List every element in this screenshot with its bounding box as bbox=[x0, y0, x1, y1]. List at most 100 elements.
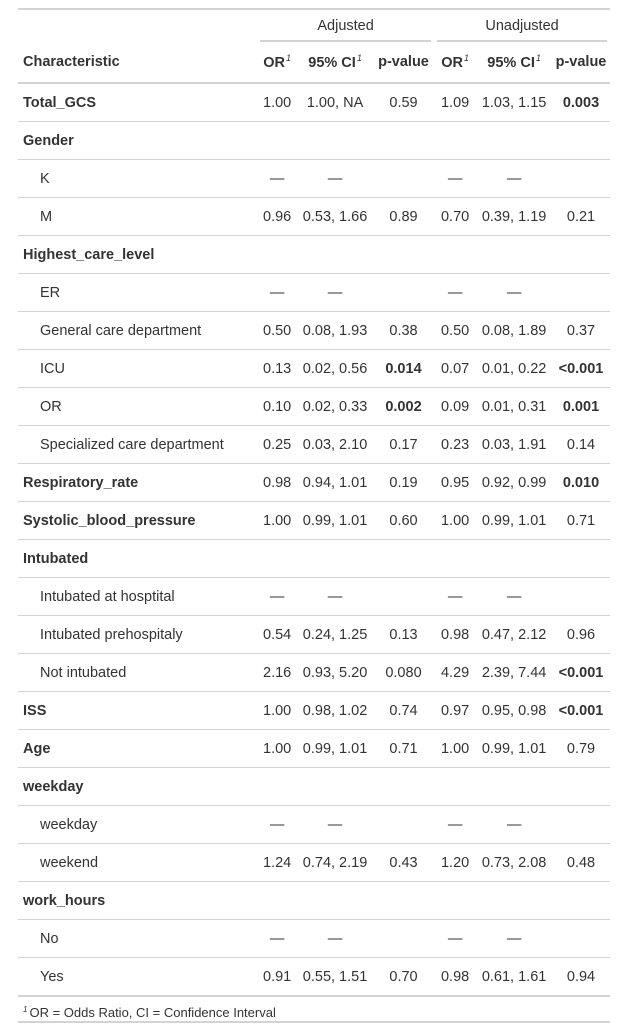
cell-or-adjusted bbox=[257, 539, 298, 578]
cell-p-adjusted: 0.19 bbox=[372, 463, 435, 502]
cell-ci-adjusted: 0.02, 0.33 bbox=[297, 387, 373, 426]
cell-or-unadjusted bbox=[434, 881, 477, 920]
cell-p-adjusted bbox=[372, 235, 435, 274]
cell-p-adjusted: 0.60 bbox=[372, 501, 435, 540]
cell-p-unadjusted: 0.010 bbox=[552, 463, 610, 502]
cell-or-adjusted bbox=[257, 235, 298, 274]
cell-ci-adjusted: 0.99, 1.01 bbox=[297, 501, 373, 540]
header-or-adjusted: OR1 bbox=[257, 42, 298, 84]
level-label: Intubated prehospitaly bbox=[18, 615, 258, 654]
spanner-empty bbox=[18, 10, 257, 42]
header-p-unadjusted: p-value bbox=[552, 42, 610, 84]
level-label: Not intubated bbox=[18, 653, 258, 692]
cell-or-adjusted: — bbox=[257, 805, 298, 844]
cell-or-unadjusted: 0.97 bbox=[434, 691, 477, 730]
cell-p-adjusted: 0.43 bbox=[372, 843, 435, 882]
cell-ci-adjusted bbox=[297, 881, 373, 920]
cell-or-unadjusted: 1.09 bbox=[434, 83, 477, 122]
cell-ci-adjusted: 0.53, 1.66 bbox=[297, 197, 373, 236]
cell-ci-unadjusted: — bbox=[476, 919, 552, 958]
spanner-unadjusted: Unadjusted bbox=[434, 10, 610, 42]
table-body: Total_GCS 1.00 1.00, NA 0.59 1.09 1.03, 1.15 0… bbox=[18, 83, 610, 997]
cell-p-unadjusted: 0.21 bbox=[552, 197, 610, 236]
cell-p-adjusted bbox=[372, 577, 435, 616]
cell-ci-unadjusted: 0.39, 1.19 bbox=[476, 197, 552, 236]
cell-p-adjusted bbox=[372, 881, 435, 920]
cell-ci-adjusted: — bbox=[297, 159, 373, 198]
table-row: work_hours bbox=[18, 881, 610, 920]
cell-p-unadjusted: 0.001 bbox=[552, 387, 610, 426]
cell-p-unadjusted bbox=[552, 121, 610, 160]
cell-ci-adjusted: 1.00, NA bbox=[297, 83, 373, 122]
cell-or-adjusted: 0.25 bbox=[257, 425, 298, 464]
cell-p-unadjusted: 0.48 bbox=[552, 843, 610, 882]
table-row: Highest_care_level bbox=[18, 235, 610, 274]
table-footnote: 1 OR = Odds Ratio, CI = Confidence Interv… bbox=[18, 997, 610, 1023]
table-row: Intubated bbox=[18, 539, 610, 578]
variable-label: Gender bbox=[18, 121, 258, 160]
cell-ci-unadjusted: — bbox=[476, 159, 552, 198]
cell-p-adjusted: 0.13 bbox=[372, 615, 435, 654]
cell-p-adjusted bbox=[372, 767, 435, 806]
cell-or-unadjusted: 0.98 bbox=[434, 615, 477, 654]
cell-or-adjusted: — bbox=[257, 273, 298, 312]
cell-or-unadjusted: — bbox=[434, 805, 477, 844]
cell-ci-unadjusted: 0.95, 0.98 bbox=[476, 691, 552, 730]
cell-ci-unadjusted: 0.01, 0.31 bbox=[476, 387, 552, 426]
column-header-row: Characteristic OR1 95% CI1 p-value OR1 9… bbox=[18, 42, 610, 84]
cell-or-unadjusted: 0.50 bbox=[434, 311, 477, 350]
cell-or-unadjusted: 0.70 bbox=[434, 197, 477, 236]
cell-ci-adjusted: 0.03, 2.10 bbox=[297, 425, 373, 464]
cell-or-adjusted: 2.16 bbox=[257, 653, 298, 692]
cell-p-unadjusted: 0.14 bbox=[552, 425, 610, 464]
cell-p-unadjusted bbox=[552, 919, 610, 958]
table-row: ISS 1.00 0.98, 1.02 0.74 0.97 0.95, 0.98 <0.00… bbox=[18, 691, 610, 730]
level-label: General care department bbox=[18, 311, 258, 350]
table-row: ICU 0.13 0.02, 0.56 0.014 0.07 0.01, 0.22 <0.0… bbox=[18, 349, 610, 388]
cell-or-unadjusted: 0.23 bbox=[434, 425, 477, 464]
cell-p-unadjusted bbox=[552, 577, 610, 616]
table-row: weekday — — — — bbox=[18, 805, 610, 844]
cell-ci-unadjusted: 1.03, 1.15 bbox=[476, 83, 552, 122]
cell-p-unadjusted bbox=[552, 767, 610, 806]
cell-or-adjusted: 1.00 bbox=[257, 729, 298, 768]
cell-ci-adjusted: 0.02, 0.56 bbox=[297, 349, 373, 388]
cell-or-unadjusted: 0.95 bbox=[434, 463, 477, 502]
cell-p-unadjusted bbox=[552, 805, 610, 844]
header-p-adjusted: p-value bbox=[372, 42, 435, 84]
cell-p-adjusted bbox=[372, 919, 435, 958]
cell-or-adjusted: 0.54 bbox=[257, 615, 298, 654]
cell-or-unadjusted: 0.07 bbox=[434, 349, 477, 388]
cell-p-adjusted bbox=[372, 159, 435, 198]
cell-or-adjusted: 0.10 bbox=[257, 387, 298, 426]
table-row: OR 0.10 0.02, 0.33 0.002 0.09 0.01, 0.31 0.001 bbox=[18, 387, 610, 426]
cell-p-adjusted: 0.59 bbox=[372, 83, 435, 122]
variable-label: Highest_care_level bbox=[18, 235, 258, 274]
regression-table-container: Adjusted Unadjusted Characteristic OR1 9… bbox=[18, 8, 610, 1023]
cell-or-adjusted: 0.13 bbox=[257, 349, 298, 388]
cell-ci-adjusted: 0.08, 1.93 bbox=[297, 311, 373, 350]
table-row: Intubated at hosptital — — — — bbox=[18, 577, 610, 616]
cell-or-adjusted: 1.00 bbox=[257, 83, 298, 122]
cell-ci-unadjusted: 0.03, 1.91 bbox=[476, 425, 552, 464]
cell-ci-unadjusted: — bbox=[476, 577, 552, 616]
cell-p-adjusted bbox=[372, 539, 435, 578]
variable-label: Intubated bbox=[18, 539, 258, 578]
cell-ci-unadjusted: 0.99, 1.01 bbox=[476, 501, 552, 540]
cell-ci-adjusted: — bbox=[297, 805, 373, 844]
table-row: Not intubated 2.16 0.93, 5.20 0.080 4.29 2.39… bbox=[18, 653, 610, 692]
level-label: Yes bbox=[18, 957, 258, 997]
cell-p-adjusted: 0.71 bbox=[372, 729, 435, 768]
cell-p-adjusted: 0.38 bbox=[372, 311, 435, 350]
cell-or-unadjusted: 1.00 bbox=[434, 729, 477, 768]
cell-or-adjusted: 1.24 bbox=[257, 843, 298, 882]
cell-p-adjusted bbox=[372, 273, 435, 312]
table-row: K — — — — bbox=[18, 159, 610, 198]
cell-or-unadjusted bbox=[434, 235, 477, 274]
cell-or-adjusted: 0.98 bbox=[257, 463, 298, 502]
level-label: ER bbox=[18, 273, 258, 312]
cell-or-adjusted bbox=[257, 121, 298, 160]
cell-or-adjusted: 0.91 bbox=[257, 957, 298, 997]
cell-ci-adjusted: 0.94, 1.01 bbox=[297, 463, 373, 502]
level-label: Specialized care department bbox=[18, 425, 258, 464]
